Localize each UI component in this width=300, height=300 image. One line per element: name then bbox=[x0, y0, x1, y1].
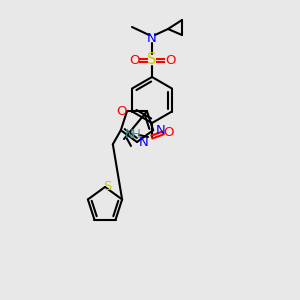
Text: H: H bbox=[132, 128, 140, 140]
Text: S: S bbox=[103, 179, 111, 193]
Text: N: N bbox=[124, 128, 134, 140]
Text: N: N bbox=[155, 124, 165, 137]
Text: S: S bbox=[147, 52, 157, 68]
Text: O: O bbox=[116, 105, 126, 118]
Text: O: O bbox=[129, 53, 139, 67]
Text: O: O bbox=[165, 53, 175, 67]
Text: N: N bbox=[147, 32, 157, 44]
Text: O: O bbox=[164, 125, 174, 139]
Text: N: N bbox=[139, 136, 149, 148]
